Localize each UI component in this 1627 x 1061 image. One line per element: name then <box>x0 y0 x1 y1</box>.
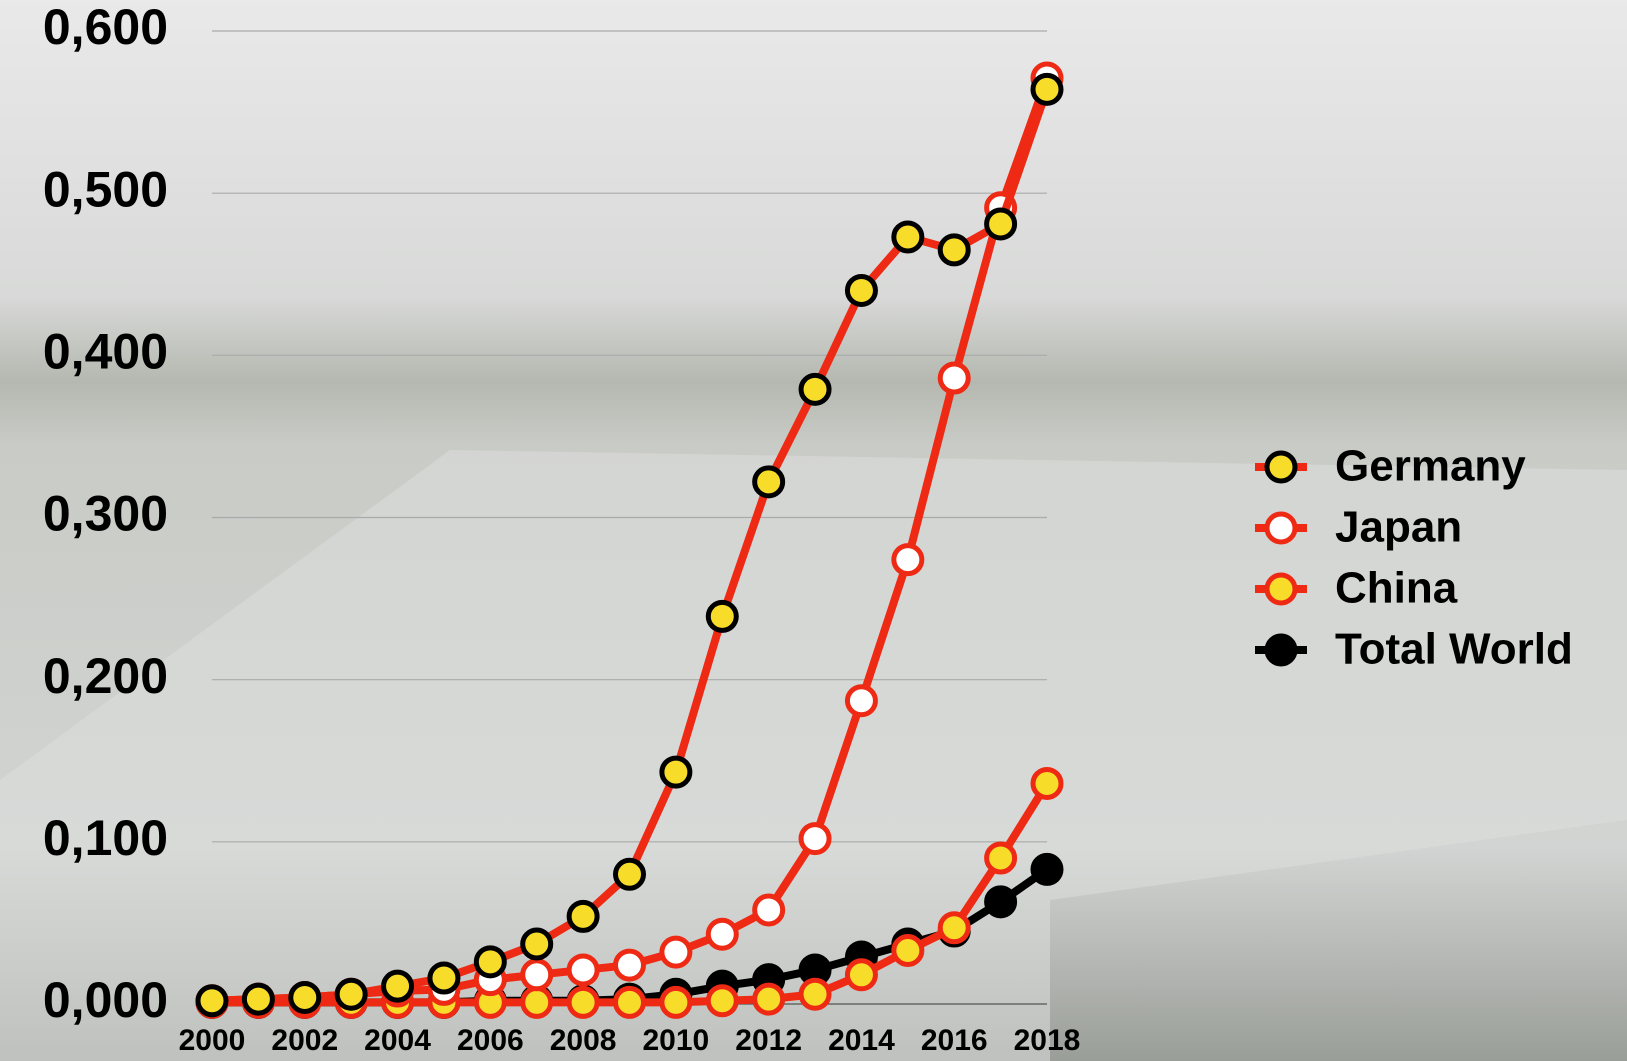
data-point <box>288 981 322 1015</box>
data-point <box>937 233 971 267</box>
data-point <box>705 599 739 633</box>
legend-label: Total World <box>1335 625 1573 674</box>
y-tick-label: 0,200 <box>43 648 168 704</box>
legend-marker <box>1264 572 1298 606</box>
x-tick-label: 2014 <box>828 1024 895 1057</box>
x-tick-label: 2012 <box>735 1024 802 1057</box>
x-tick-label: 2000 <box>179 1024 246 1057</box>
y-tick-label: 0,000 <box>43 972 168 1028</box>
data-point <box>891 933 925 967</box>
x-tick-label: 2002 <box>271 1024 338 1057</box>
data-point <box>195 984 229 1018</box>
data-point <box>566 953 600 987</box>
data-point <box>241 982 275 1016</box>
data-point <box>844 684 878 718</box>
data-point <box>891 220 925 254</box>
x-tick-label: 2006 <box>457 1024 524 1057</box>
data-point <box>705 984 739 1018</box>
data-point <box>613 857 646 891</box>
data-point <box>566 899 600 933</box>
y-tick-label: 0,500 <box>43 161 168 217</box>
y-tick-label: 0,400 <box>43 324 168 380</box>
x-tick-label: 2018 <box>1014 1024 1081 1057</box>
data-point <box>844 273 878 307</box>
data-point <box>984 885 1018 919</box>
data-point <box>334 977 368 1011</box>
data-point <box>520 985 554 1019</box>
data-point <box>798 822 832 856</box>
y-tick-label: 0,100 <box>43 810 168 866</box>
data-point <box>937 361 971 395</box>
data-point <box>381 969 415 1003</box>
data-point <box>613 948 646 982</box>
x-tick-label: 2004 <box>364 1024 431 1057</box>
data-point <box>705 917 739 951</box>
data-point <box>613 985 646 1019</box>
data-point <box>798 372 832 406</box>
data-point <box>427 961 461 995</box>
data-point <box>1030 766 1064 800</box>
y-tick-label: 0,300 <box>43 486 168 542</box>
data-point <box>566 985 600 1019</box>
legend-label: Japan <box>1335 503 1462 552</box>
data-point <box>473 945 507 979</box>
data-point <box>752 465 786 499</box>
data-point <box>798 977 832 1011</box>
data-point <box>1030 852 1064 886</box>
y-tick-label: 0,600 <box>43 0 168 55</box>
x-tick-label: 2016 <box>921 1024 988 1057</box>
legend-marker <box>1264 450 1298 484</box>
data-point <box>984 207 1018 241</box>
data-point <box>984 841 1018 875</box>
data-point <box>659 985 693 1019</box>
data-point <box>1030 72 1064 106</box>
data-point <box>752 893 786 927</box>
data-point <box>659 755 693 789</box>
legend-marker <box>1264 633 1298 667</box>
x-tick-label: 2008 <box>550 1024 617 1057</box>
data-point <box>520 927 554 961</box>
data-point <box>752 982 786 1016</box>
legend-label: China <box>1335 564 1458 613</box>
data-point <box>891 543 925 577</box>
solar-panel-area <box>0 450 1627 1061</box>
x-tick-label: 2010 <box>643 1024 710 1057</box>
legend-label: Germany <box>1335 442 1526 491</box>
data-point <box>659 935 693 969</box>
legend-marker <box>1264 511 1298 545</box>
data-point <box>844 958 878 992</box>
data-point <box>520 958 554 992</box>
data-point <box>937 911 971 945</box>
